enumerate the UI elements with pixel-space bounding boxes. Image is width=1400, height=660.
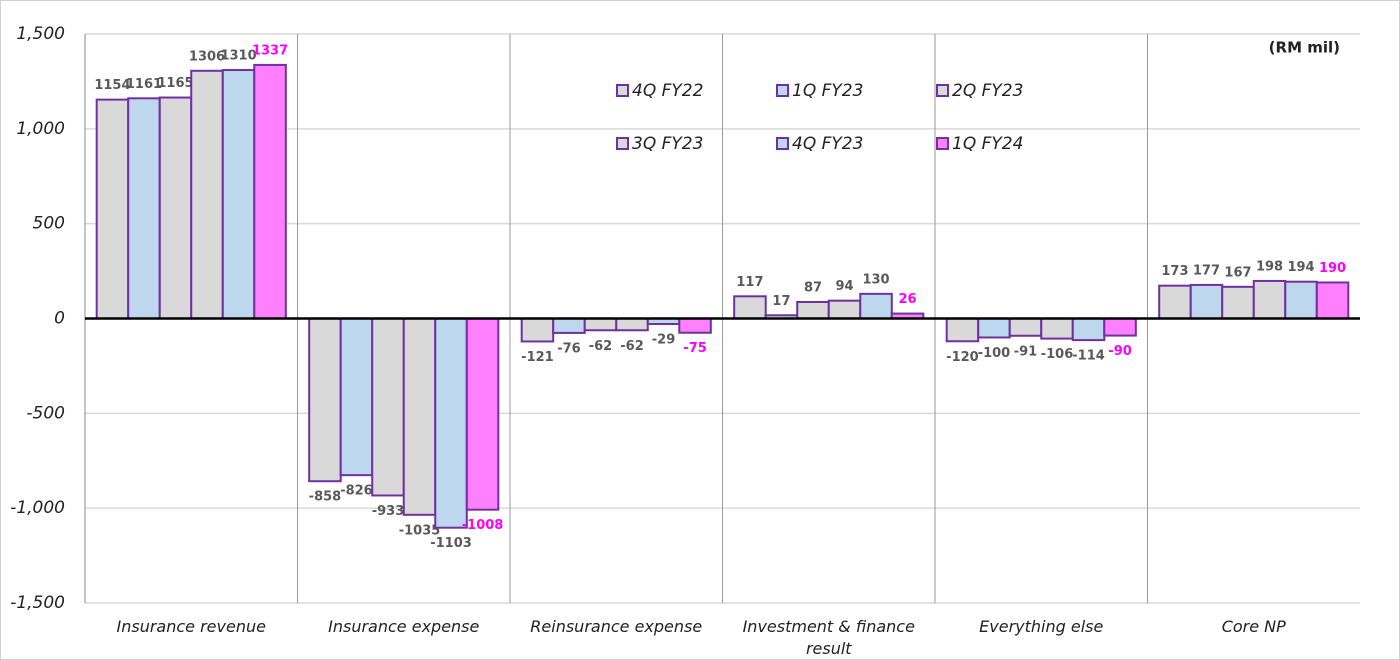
- legend-swatch: [616, 137, 629, 150]
- bar: [402, 317, 437, 516]
- bar: [678, 317, 712, 334]
- data-label: 1165: [157, 76, 193, 91]
- x-tick-label: Everything else: [979, 617, 1104, 636]
- data-label: 1306: [189, 49, 225, 64]
- bar: [796, 300, 830, 320]
- data-label: -826: [340, 484, 373, 499]
- data-label: -858: [309, 490, 342, 505]
- x-tick-label: Core NP: [1221, 617, 1286, 636]
- legend-label: 4Q FY22: [632, 81, 703, 101]
- bar: [1158, 284, 1192, 320]
- data-label: 1154: [94, 78, 130, 93]
- data-label: -29: [652, 333, 676, 348]
- bar: [465, 317, 500, 511]
- legend-label: 1Q FY24: [952, 134, 1023, 154]
- bar: [520, 317, 555, 343]
- legend-label: 4Q FY23: [792, 134, 863, 154]
- data-label: 1161: [126, 77, 162, 92]
- legend-swatch: [776, 137, 789, 150]
- y-tick-label: 0: [54, 309, 65, 329]
- data-label: -75: [683, 341, 707, 356]
- bar: [859, 292, 893, 320]
- data-label: 167: [1224, 265, 1251, 280]
- data-label: 1310: [220, 49, 256, 64]
- data-label: -1035: [399, 523, 441, 538]
- bar: [221, 69, 256, 320]
- y-tick-label: -1,000: [10, 498, 65, 518]
- data-label: 1337: [252, 43, 288, 58]
- data-label: -120: [946, 350, 979, 365]
- data-label: 173: [1161, 264, 1188, 279]
- unit-annotation: (RM mil): [1269, 39, 1340, 57]
- legend-swatch: [616, 84, 629, 97]
- legend-swatch: [776, 84, 789, 97]
- bar: [1221, 285, 1255, 320]
- bar: [977, 317, 1011, 339]
- bar: [253, 63, 287, 320]
- data-label: 130: [862, 272, 889, 287]
- bar: [1103, 317, 1137, 337]
- data-label: 17: [772, 294, 790, 309]
- data-label: -106: [1041, 347, 1074, 362]
- legend-label: 3Q FY23: [632, 134, 703, 154]
- bar: [1189, 283, 1224, 320]
- bar: [583, 317, 618, 332]
- bar: [827, 299, 862, 320]
- data-label: -91: [1014, 344, 1038, 359]
- x-tick-label: Insurance revenue: [116, 617, 266, 636]
- y-tick-label: 1,000: [16, 119, 65, 139]
- data-label: 194: [1287, 260, 1314, 275]
- data-label: 198: [1256, 259, 1283, 274]
- x-tick-label: Reinsurance expense: [530, 617, 703, 636]
- legend-label: 2Q FY23: [952, 81, 1023, 101]
- bar: [190, 69, 224, 320]
- data-label: -1008: [462, 518, 504, 533]
- y-tick-label: -1,500: [10, 593, 65, 613]
- data-label: -76: [557, 341, 581, 356]
- data-label: -1103: [430, 536, 472, 551]
- y-tick-label: 1,500: [16, 24, 65, 44]
- data-label: -114: [1072, 349, 1105, 364]
- bar: [127, 97, 161, 320]
- bar: [158, 96, 193, 320]
- x-tick-label: Insurance expense: [328, 617, 480, 636]
- bar: [1071, 317, 1106, 342]
- legend-label: 1Q FY23: [792, 81, 863, 101]
- bar: [615, 317, 649, 332]
- data-label: 177: [1193, 263, 1220, 278]
- data-label: -100: [978, 346, 1011, 361]
- data-label: 117: [736, 275, 763, 290]
- data-label: 26: [899, 292, 917, 307]
- legend-swatch: [936, 84, 949, 97]
- data-label: -62: [620, 339, 644, 354]
- bar: [552, 317, 586, 334]
- bar: [434, 317, 468, 529]
- data-label: 87: [804, 280, 822, 295]
- bar: [371, 317, 405, 497]
- data-label: -90: [1108, 344, 1132, 359]
- data-label: 94: [835, 279, 853, 294]
- data-label: -62: [589, 339, 613, 354]
- bar: [733, 295, 767, 320]
- data-label: -933: [372, 504, 405, 519]
- bar: [95, 98, 130, 320]
- bar: [308, 317, 342, 483]
- bar: [1008, 317, 1043, 337]
- bar: [1040, 317, 1074, 340]
- bar: [1315, 281, 1350, 320]
- bar: [945, 317, 980, 343]
- data-label: 190: [1319, 261, 1346, 276]
- y-tick-label: -500: [26, 403, 65, 423]
- bar: [1252, 279, 1287, 320]
- legend-swatch: [936, 137, 949, 150]
- bar: [339, 317, 374, 477]
- bar: [1284, 280, 1318, 320]
- y-tick-label: 500: [33, 214, 65, 234]
- data-label: -121: [521, 350, 554, 365]
- x-tick-label: Investment & finance result: [742, 617, 915, 658]
